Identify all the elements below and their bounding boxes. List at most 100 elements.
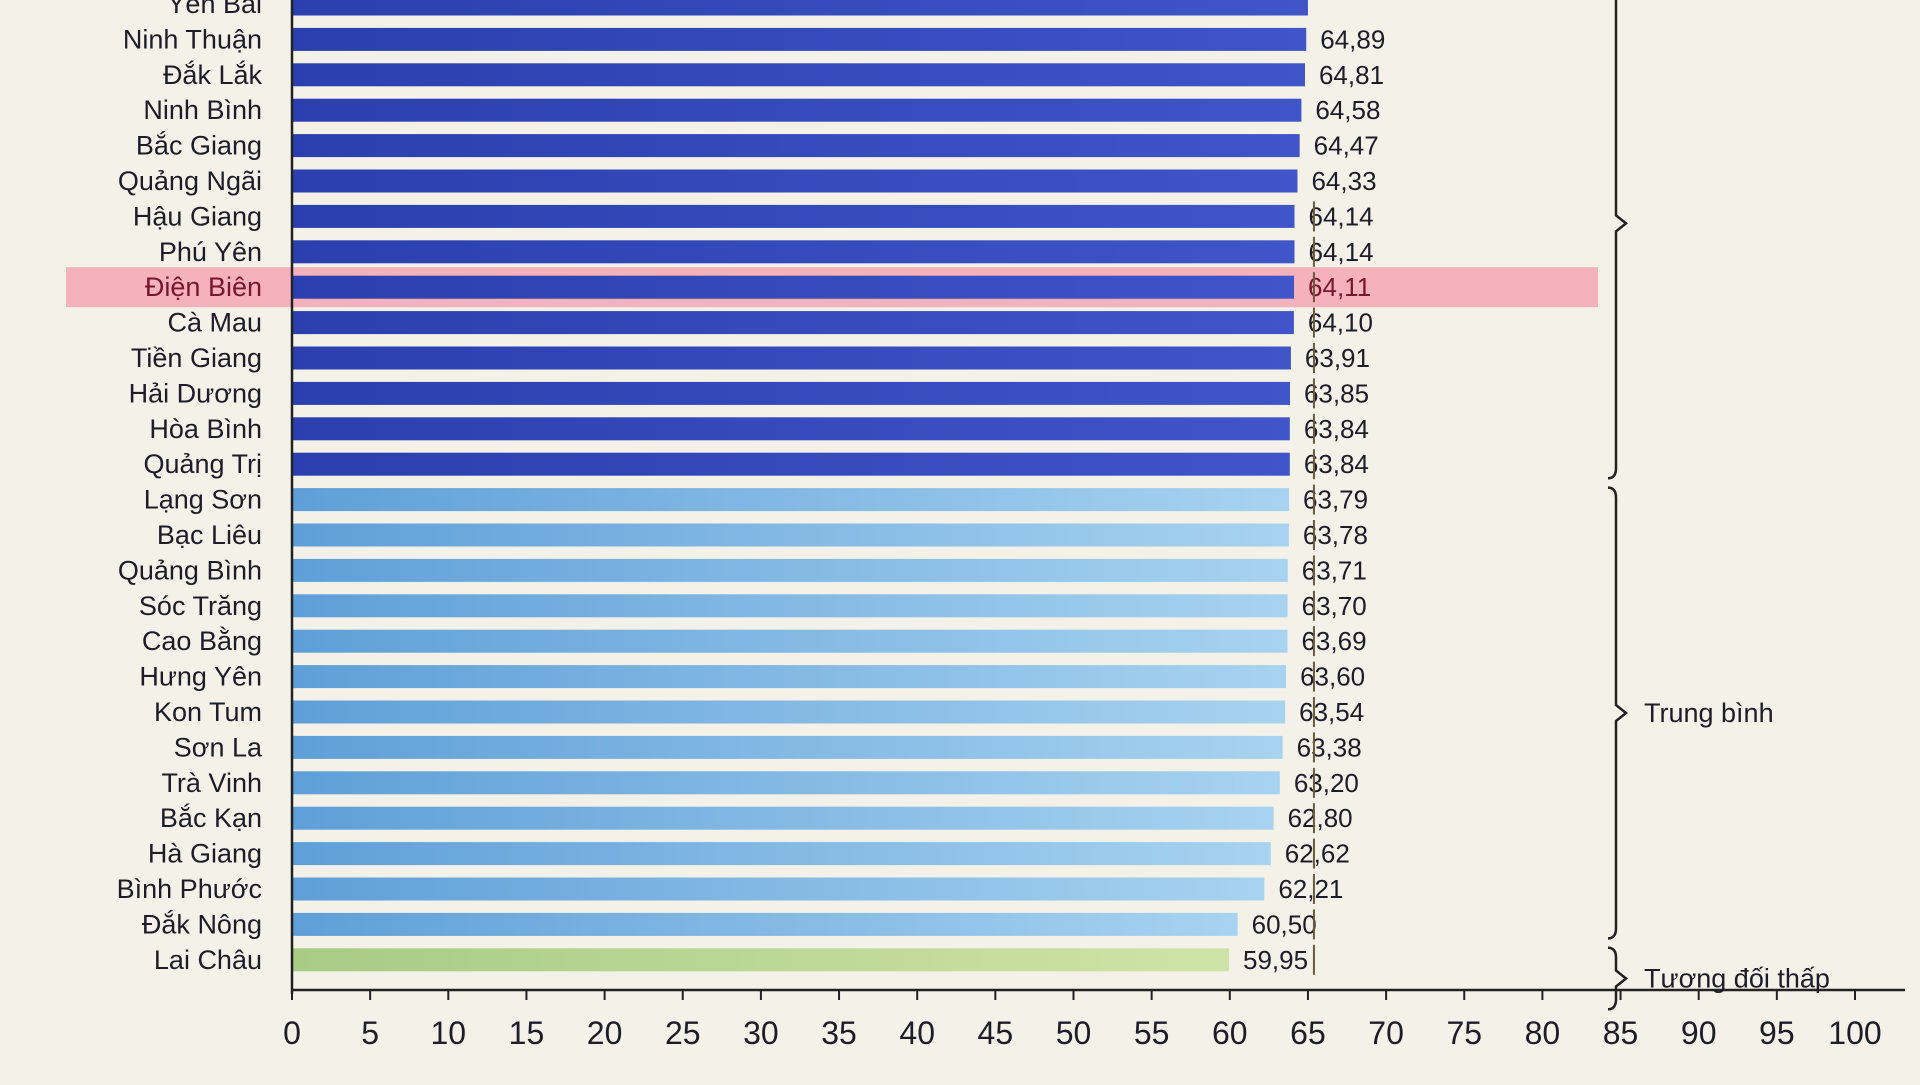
category-label: Hải Dương [129, 378, 262, 408]
group-label: Trung bình [1644, 698, 1774, 728]
category-label: Bắc Giang [136, 130, 262, 161]
category-label: Hòa Bình [149, 414, 262, 444]
category-label: Sóc Trăng [139, 591, 262, 621]
category-label: Bắc Kạn [160, 802, 262, 833]
bar [292, 134, 1300, 158]
category-label: Cao Bằng [142, 625, 262, 656]
category-label: Ninh Thuận [123, 24, 262, 54]
value-label: 63,78 [1303, 520, 1368, 550]
category-label: Quảng Bình [118, 555, 262, 585]
bars-layer [292, 0, 1308, 972]
bar [292, 735, 1283, 759]
bar [292, 452, 1290, 476]
value-label: 64,58 [1315, 95, 1380, 125]
category-label: Hậu Giang [133, 201, 262, 231]
x-tick-label: 95 [1759, 1015, 1795, 1051]
bar [292, 311, 1294, 335]
value-label: 63,60 [1300, 662, 1365, 692]
bar [292, 169, 1298, 193]
value-label: 63,91 [1305, 343, 1370, 373]
bar [292, 594, 1288, 618]
category-label: Bạc Liêu [157, 520, 262, 550]
bracket-layer: Trung bình Tương đối thấp [1607, 0, 1830, 1011]
value-label: 64,10 [1308, 308, 1373, 338]
bar [292, 204, 1295, 228]
value-label: 62,21 [1278, 874, 1343, 904]
bar [292, 806, 1274, 830]
value-label: 59,95 [1243, 945, 1308, 975]
bar [292, 488, 1290, 512]
category-label: Lai Châu [154, 945, 262, 975]
x-tick-label: 25 [665, 1015, 701, 1051]
bar [292, 63, 1305, 87]
value-label: 63,79 [1303, 485, 1368, 515]
bar [292, 346, 1291, 370]
x-tick-label: 15 [509, 1015, 545, 1051]
x-tick-label: 20 [587, 1015, 623, 1051]
value-label: 64,14 [1309, 201, 1374, 231]
category-label: Điện Biên [145, 272, 262, 302]
category-label: Lạng Sơn [144, 485, 262, 515]
x-tick-label: 55 [1134, 1015, 1170, 1051]
category-label: Quảng Ngãi [118, 166, 262, 196]
value-label: 63,38 [1297, 732, 1362, 762]
x-tick-label: 5 [361, 1015, 379, 1051]
x-tick-label: 10 [431, 1015, 467, 1051]
category-label: Đắk Nông [142, 908, 262, 939]
x-tick-label: 75 [1446, 1015, 1482, 1051]
group-bracket [1607, 0, 1629, 480]
category-label: Yên Bái [167, 0, 262, 19]
bar [292, 558, 1288, 582]
x-tick-label: 35 [821, 1015, 857, 1051]
bar [292, 98, 1302, 122]
bar [292, 27, 1307, 51]
x-tick-label: 30 [743, 1015, 779, 1051]
value-label: 64,89 [1320, 24, 1385, 54]
value-label: 60,50 [1252, 909, 1317, 939]
value-label: 63,69 [1301, 626, 1366, 656]
category-label: Hà Giang [148, 839, 262, 869]
x-tick-label: 0 [283, 1015, 301, 1051]
bar [292, 665, 1287, 689]
category-label: Đắk Lắk [163, 59, 263, 90]
category-label: Sơn La [174, 732, 263, 762]
bar [292, 0, 1308, 16]
group-bracket [1607, 486, 1629, 940]
value-label: 64,14 [1309, 237, 1374, 267]
group-bracket [1607, 946, 1629, 1011]
x-tick-label: 85 [1603, 1015, 1639, 1051]
bar [292, 771, 1280, 795]
value-label: 63,54 [1299, 697, 1364, 727]
value-label: 63,71 [1302, 555, 1367, 585]
bar [292, 877, 1265, 901]
group-label: Tương đối thấp [1644, 964, 1830, 994]
category-label: Trà Vinh [161, 768, 262, 798]
bar [292, 523, 1289, 547]
bar [292, 912, 1238, 936]
value-label: 63,70 [1302, 591, 1367, 621]
value-label: 64,47 [1314, 131, 1379, 161]
category-label: Cà Mau [167, 308, 262, 338]
x-tick-label: 40 [899, 1015, 935, 1051]
x-tick-label: 90 [1681, 1015, 1717, 1051]
x-tick-label: 80 [1525, 1015, 1561, 1051]
axis-layer: 0 5 10 15 20 25 30 35 40 45 50 55 60 65 70 75 80 85 90 95 10… [283, 0, 1905, 1051]
category-label: Kon Tum [154, 697, 262, 727]
bar [292, 700, 1286, 724]
x-tick-label: 50 [1056, 1015, 1092, 1051]
bar [292, 240, 1295, 264]
category-label: Tiền Giang [131, 343, 262, 373]
category-label: Phú Yên [159, 237, 262, 267]
value-label: 62,62 [1285, 839, 1350, 869]
x-tick-label: 45 [978, 1015, 1014, 1051]
category-label: Ninh Bình [143, 95, 262, 125]
value-label: 64,33 [1311, 166, 1376, 196]
bar [292, 417, 1290, 441]
bar [292, 275, 1295, 299]
category-label: Hưng Yên [139, 662, 262, 692]
value-label: 64,11 [1308, 272, 1371, 302]
x-tick-label: 60 [1212, 1015, 1248, 1051]
x-tick-label: 65 [1290, 1015, 1326, 1051]
